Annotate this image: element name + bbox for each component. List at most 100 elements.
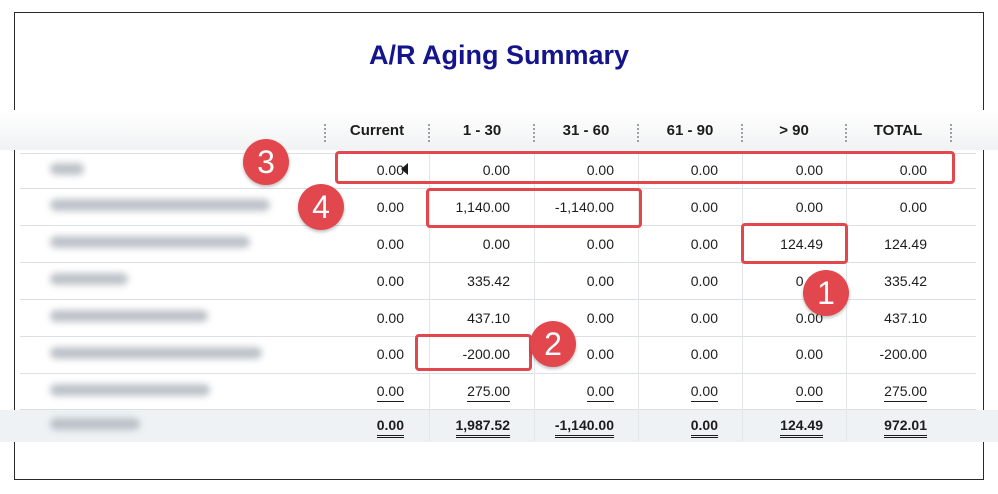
cell-31-60[interactable]: 0.00 <box>538 161 614 179</box>
total-cell-current[interactable]: 0.00 <box>338 416 404 438</box>
cell-value: 0.00 <box>482 236 510 252</box>
cell-total[interactable]: 275.00 <box>850 382 927 402</box>
column-header-61-90[interactable]: 61 - 90 <box>666 122 714 139</box>
column-separator <box>428 124 432 142</box>
cell-current[interactable]: 0.00 <box>338 235 404 253</box>
total-cell-61-90[interactable]: 0.00 <box>642 416 718 438</box>
cell-over-90[interactable]: 0.00 <box>746 309 823 327</box>
cell-over-90[interactable]: 0.00 <box>746 161 823 179</box>
column-separator <box>533 124 537 142</box>
column-header-over-90[interactable]: > 90 <box>779 122 809 139</box>
cell-total[interactable]: 124.49 <box>850 235 927 253</box>
cell-1-30[interactable]: 0.00 <box>434 161 510 179</box>
cell-total[interactable]: 0.00 <box>850 198 927 216</box>
cell-61-90[interactable]: 0.00 <box>642 309 718 327</box>
cell-current[interactable]: 0.00 <box>338 309 404 327</box>
cell-current[interactable]: 0.00 <box>338 198 404 216</box>
callout-highlight-1-30-31-60 <box>426 188 642 228</box>
cell-value: 0.00 <box>690 310 718 326</box>
cell-over-90[interactable]: 124.49 <box>746 235 823 253</box>
cell-value: 0.00 <box>376 162 404 178</box>
cell-value: 0.00 <box>586 383 614 402</box>
cell-1-30[interactable]: 275.00 <box>434 382 510 402</box>
cell-61-90[interactable]: 0.00 <box>642 161 718 179</box>
total-value: 0.00 <box>690 417 718 438</box>
cell-value: 0.00 <box>586 236 614 252</box>
cell-31-60[interactable]: 0.00 <box>538 235 614 253</box>
cell-over-90[interactable]: 0.00 <box>746 382 823 402</box>
cell-value: 0.00 <box>899 199 927 215</box>
cell-current[interactable]: 0.00 <box>338 345 404 363</box>
cell-31-60[interactable]: 0.00 <box>538 382 614 402</box>
customer-name-blurred <box>50 273 128 285</box>
total-label-blurred <box>50 418 140 430</box>
cell-total[interactable]: 0.00 <box>850 161 927 179</box>
cell-total[interactable]: 437.10 <box>850 309 927 327</box>
total-cell-over-90[interactable]: 124.49 <box>746 416 823 438</box>
cell-61-90[interactable]: 0.00 <box>642 345 718 363</box>
cell-value: 0.00 <box>690 383 718 402</box>
total-cell-31-60[interactable]: -1,140.00 <box>538 416 614 438</box>
cell-31-60[interactable]: 0.00 <box>538 272 614 290</box>
customer-name-blurred <box>50 347 262 359</box>
cell-value: 124.49 <box>780 236 823 252</box>
cell-current[interactable]: 0.00 <box>338 161 404 179</box>
cell-31-60[interactable]: 0.00 <box>538 309 614 327</box>
total-value: 0.00 <box>376 417 404 438</box>
column-separator <box>950 124 954 142</box>
cell-value: 275.00 <box>884 383 927 402</box>
total-cell-total[interactable]: 972.01 <box>850 416 927 438</box>
cell-31-60[interactable]: -1,140.00 <box>538 198 614 216</box>
cell-1-30[interactable]: -200.00 <box>434 345 510 363</box>
cell-1-30[interactable]: 1,140.00 <box>434 198 511 216</box>
cell-61-90[interactable]: 0.00 <box>642 382 718 402</box>
cell-value: 0.00 <box>376 236 404 252</box>
cell-value: 0.00 <box>586 346 614 362</box>
callout-badge-3: 3 <box>243 139 289 185</box>
column-header-band <box>0 110 998 150</box>
cell-value: 0.00 <box>376 346 404 362</box>
cell-1-30[interactable]: 335.42 <box>434 272 510 290</box>
cell-31-60[interactable]: 0.00 <box>538 345 614 363</box>
column-header-total[interactable]: TOTAL <box>873 122 923 139</box>
cell-over-90[interactable]: 0.00 <box>746 198 823 216</box>
cell-current[interactable]: 0.00 <box>338 272 404 290</box>
cell-over-90[interactable]: 0.00 <box>746 345 823 363</box>
callout-badge-4: 4 <box>298 184 344 230</box>
cell-61-90[interactable]: 0.00 <box>642 272 718 290</box>
row-divider <box>20 262 976 263</box>
cell-1-30[interactable]: 0.00 <box>434 235 510 253</box>
cell-value: 0.00 <box>690 236 718 252</box>
cell-value: -1,140.00 <box>554 199 614 215</box>
customer-name-blurred <box>50 384 210 396</box>
cell-61-90[interactable]: 0.00 <box>642 235 718 253</box>
cell-value: -200.00 <box>879 346 927 362</box>
cell-value: 0.00 <box>376 310 404 326</box>
cell-value: 0.00 <box>795 346 823 362</box>
column-header-1-30[interactable]: 1 - 30 <box>462 122 502 139</box>
column-header-current[interactable]: Current <box>349 122 405 139</box>
cell-1-30[interactable]: 437.10 <box>434 309 510 327</box>
total-row-band <box>0 410 998 442</box>
total-value: -1,140.00 <box>554 417 614 438</box>
cell-value: 0.00 <box>586 310 614 326</box>
cell-61-90[interactable]: 0.00 <box>642 198 718 216</box>
row-divider <box>20 409 976 410</box>
cell-value: 0.00 <box>586 162 614 178</box>
cell-value: 437.10 <box>884 310 927 326</box>
column-divider <box>429 153 430 441</box>
total-cell-1-30[interactable]: 1,987.52 <box>434 416 510 438</box>
column-header-31-60[interactable]: 31 - 60 <box>562 122 610 139</box>
cell-value: 0.00 <box>376 199 404 215</box>
customer-name-blurred <box>50 199 270 211</box>
cell-value: 0.00 <box>795 383 823 402</box>
column-separator <box>324 124 328 142</box>
cell-total[interactable]: 335.42 <box>850 272 927 290</box>
cell-value: 0.00 <box>899 162 927 178</box>
cell-value: 437.10 <box>467 310 510 326</box>
cell-current[interactable]: 0.00 <box>338 382 404 402</box>
cell-total[interactable]: -200.00 <box>850 345 927 363</box>
row-divider <box>20 373 976 374</box>
column-divider <box>534 153 535 441</box>
callout-highlight-negative <box>415 334 532 371</box>
